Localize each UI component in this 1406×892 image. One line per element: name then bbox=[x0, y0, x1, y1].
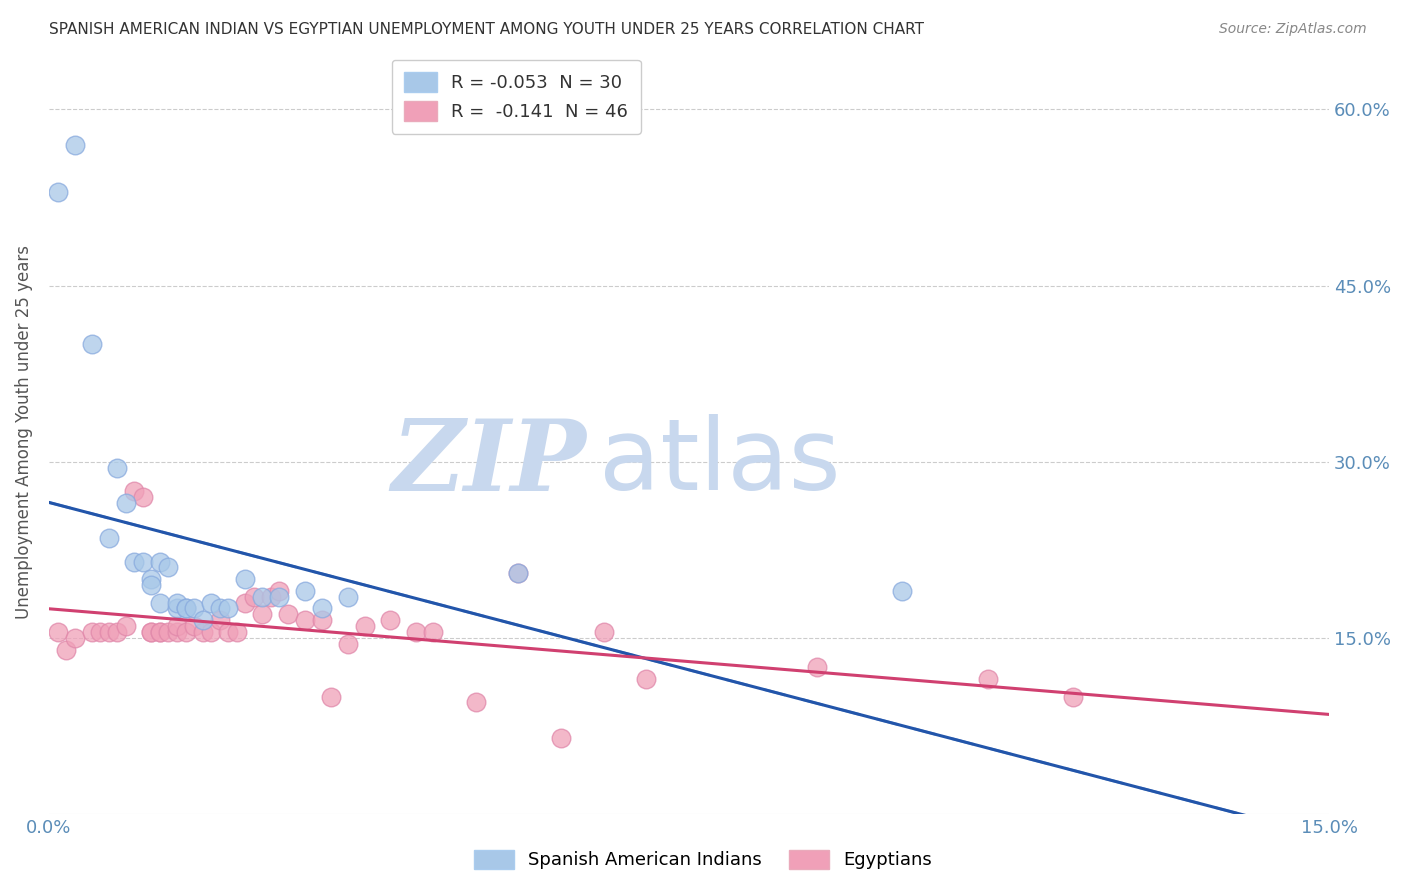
Point bbox=[97, 531, 120, 545]
Point bbox=[336, 590, 359, 604]
Point bbox=[157, 560, 180, 574]
Point bbox=[277, 607, 299, 622]
Point bbox=[200, 624, 222, 639]
Text: ZIP: ZIP bbox=[392, 415, 586, 511]
Point bbox=[311, 613, 333, 627]
Point bbox=[124, 484, 146, 499]
Point bbox=[353, 619, 375, 633]
Point bbox=[105, 624, 128, 639]
Point bbox=[252, 590, 274, 604]
Point bbox=[636, 672, 658, 686]
Point bbox=[294, 583, 316, 598]
Point bbox=[149, 555, 172, 569]
Point bbox=[157, 624, 180, 639]
Point bbox=[55, 642, 77, 657]
Text: Source: ZipAtlas.com: Source: ZipAtlas.com bbox=[1219, 22, 1367, 37]
Point bbox=[114, 619, 136, 633]
Point bbox=[80, 337, 103, 351]
Point bbox=[208, 613, 231, 627]
Point bbox=[225, 624, 247, 639]
Point bbox=[508, 566, 530, 581]
Point bbox=[1062, 690, 1084, 704]
Point bbox=[269, 590, 291, 604]
Legend: R = -0.053  N = 30, R =  -0.141  N = 46: R = -0.053 N = 30, R = -0.141 N = 46 bbox=[392, 60, 641, 134]
Point bbox=[105, 460, 128, 475]
Point bbox=[141, 624, 163, 639]
Point bbox=[174, 601, 197, 615]
Point bbox=[336, 637, 359, 651]
Point bbox=[46, 624, 69, 639]
Point bbox=[550, 731, 572, 745]
Point bbox=[217, 601, 239, 615]
Point bbox=[464, 695, 486, 709]
Point bbox=[166, 624, 188, 639]
Point bbox=[380, 613, 402, 627]
Point bbox=[242, 590, 264, 604]
Point bbox=[233, 572, 256, 586]
Point bbox=[149, 624, 172, 639]
Point bbox=[191, 613, 214, 627]
Point bbox=[89, 624, 111, 639]
Point bbox=[508, 566, 530, 581]
Point bbox=[294, 613, 316, 627]
Point bbox=[405, 624, 427, 639]
Legend: Spanish American Indians, Egyptians: Spanish American Indians, Egyptians bbox=[465, 840, 941, 879]
Point bbox=[132, 555, 155, 569]
Point bbox=[166, 596, 188, 610]
Point bbox=[191, 624, 214, 639]
Point bbox=[252, 607, 274, 622]
Point bbox=[141, 572, 163, 586]
Point bbox=[166, 619, 188, 633]
Point bbox=[124, 555, 146, 569]
Point bbox=[806, 660, 828, 674]
Point bbox=[217, 624, 239, 639]
Point bbox=[149, 624, 172, 639]
Point bbox=[141, 578, 163, 592]
Point bbox=[183, 601, 205, 615]
Point bbox=[200, 596, 222, 610]
Text: atlas: atlas bbox=[599, 415, 841, 511]
Point bbox=[174, 624, 197, 639]
Point bbox=[233, 596, 256, 610]
Point bbox=[976, 672, 998, 686]
Point bbox=[174, 601, 197, 615]
Point bbox=[141, 624, 163, 639]
Point bbox=[97, 624, 120, 639]
Y-axis label: Unemployment Among Youth under 25 years: Unemployment Among Youth under 25 years bbox=[15, 245, 32, 619]
Point bbox=[208, 601, 231, 615]
Point bbox=[46, 185, 69, 199]
Point bbox=[319, 690, 342, 704]
Point bbox=[260, 590, 283, 604]
Point bbox=[269, 583, 291, 598]
Point bbox=[183, 619, 205, 633]
Point bbox=[63, 631, 86, 645]
Point bbox=[63, 137, 86, 152]
Point bbox=[132, 490, 155, 504]
Text: SPANISH AMERICAN INDIAN VS EGYPTIAN UNEMPLOYMENT AMONG YOUTH UNDER 25 YEARS CORR: SPANISH AMERICAN INDIAN VS EGYPTIAN UNEM… bbox=[49, 22, 924, 37]
Point bbox=[166, 601, 188, 615]
Point bbox=[422, 624, 444, 639]
Point bbox=[114, 496, 136, 510]
Point bbox=[149, 596, 172, 610]
Point bbox=[311, 601, 333, 615]
Point bbox=[592, 624, 614, 639]
Point bbox=[80, 624, 103, 639]
Point bbox=[891, 583, 914, 598]
